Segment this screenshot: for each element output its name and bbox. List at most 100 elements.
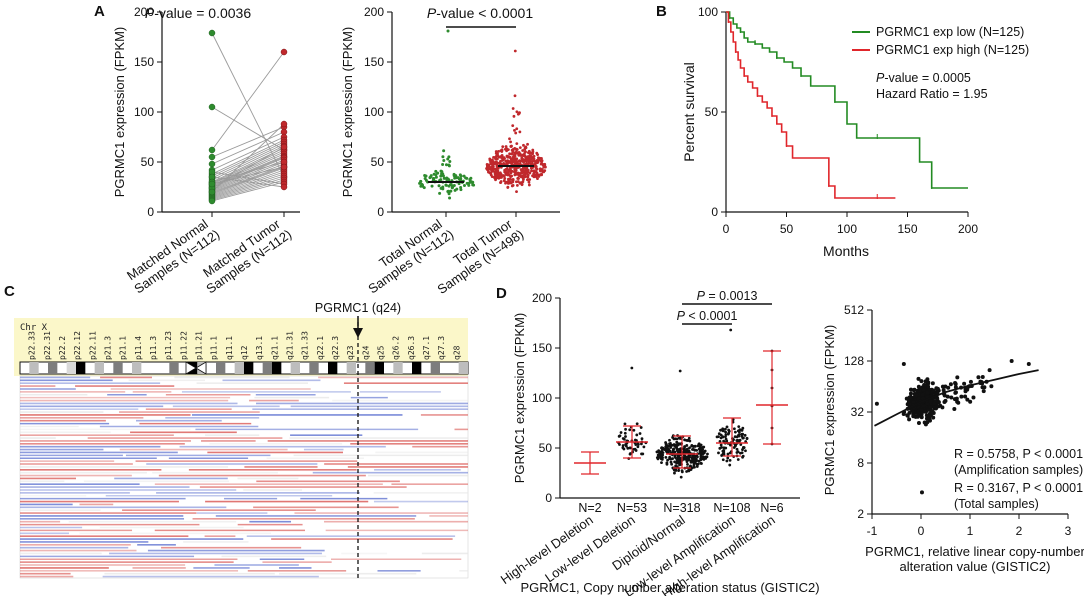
a2-point-1-326 [527, 183, 531, 187]
a2-point-1-413 [508, 152, 511, 156]
a2-point-0-67 [434, 175, 438, 179]
a1-pvalue-title: P-value = 0.0036 [145, 5, 251, 21]
c-band-label-22: q24 [361, 345, 370, 360]
d1-point-3-11 [743, 433, 747, 437]
a1-pair-line-23 [211, 169, 285, 196]
d2-point-306 [919, 415, 924, 420]
d1-point-3-92 [722, 450, 726, 454]
a2-pvalue-italic: P [427, 5, 437, 21]
a2-point-1-417 [510, 157, 513, 161]
a2-point-1-183 [504, 145, 508, 148]
d2-y-axis-label: PGRMC1 expression (FPKM) [822, 325, 837, 495]
a2-point-1-387 [498, 171, 502, 175]
a2-point-1-486 [534, 170, 538, 174]
d1-point-3-31 [726, 456, 730, 460]
b-legend-high: PGRMC1 exp high (N=125) [876, 43, 1029, 57]
c-band-label-3: p22.12 [73, 331, 82, 360]
d1-point-2-310 [685, 438, 688, 442]
a2-point-0-0 [446, 29, 450, 33]
c-heatmap-frame [19, 375, 469, 579]
d2-point-352 [971, 395, 976, 400]
d1-point-2-274 [670, 462, 674, 466]
d1-point-3-40 [725, 425, 729, 429]
d1-point-3-96 [721, 435, 725, 439]
a1-pair-line-17 [211, 159, 285, 190]
d2-point-173 [962, 381, 967, 386]
a2-point-1-395 [515, 183, 519, 187]
a2-ytick-label-0: 0 [377, 205, 384, 219]
a1-pair-line-6 [211, 139, 285, 175]
d1-point-3-105 [724, 437, 728, 441]
d2-point-410 [928, 399, 933, 404]
d1-point-2-304 [686, 457, 690, 461]
a2-point-0-100 [422, 186, 426, 190]
d2-point-351 [908, 395, 913, 400]
d1-point-2-130 [664, 442, 668, 446]
a2-point-1-214 [528, 178, 532, 181]
d1-point-2-276 [662, 447, 666, 451]
a2-point-1-482 [534, 167, 538, 170]
a2-point-0-93 [424, 174, 428, 178]
d1-point-3-97 [727, 429, 731, 433]
a2-point-1-490 [511, 180, 515, 184]
a2-point-0-105 [439, 186, 443, 190]
a2-point-1-343 [515, 127, 519, 131]
a2-point-1-184 [506, 148, 510, 152]
c-chromosome-label: Chr X [20, 323, 48, 333]
d1-point-3-66 [726, 432, 730, 436]
d1-point-2-295 [657, 455, 661, 459]
a2-point-1-396 [502, 174, 506, 178]
a2-point-0-110 [449, 183, 453, 187]
a2-point-1-492 [518, 174, 522, 178]
a2-ytick-label-2: 100 [364, 105, 384, 119]
panel-letter-c: C [4, 283, 15, 300]
a2-point-1-368 [506, 161, 510, 165]
a2-point-0-90 [452, 172, 456, 176]
a1-normal-point-35 [208, 180, 216, 188]
a2-point-0-83 [472, 183, 476, 187]
b-x-axis-label: Months [823, 243, 869, 259]
d2-point-325 [965, 387, 970, 392]
d2-stat-amp-line1: R = 0.5758, P < 0.0001 [954, 447, 1083, 461]
d2-point-277 [901, 412, 906, 417]
a2-point-1-488 [515, 148, 519, 151]
a2-point-1-403 [526, 178, 530, 182]
d1-bracket-label-text-1: = 0.0013 [705, 289, 758, 303]
a1-normal-point-4 [208, 160, 216, 168]
a2-point-1-355 [495, 170, 499, 174]
d2-point-417 [921, 403, 926, 408]
a2-point-1-487 [495, 173, 498, 177]
a1-normal-point-34 [208, 188, 216, 196]
d2-point-197 [949, 395, 954, 400]
d1-point-1-48 [624, 444, 628, 448]
d1-point-2-297 [703, 449, 707, 453]
c-band-label-2: p22.2 [58, 336, 67, 360]
d2-point-413 [940, 384, 945, 389]
c-band-label-6: p21.1 [119, 336, 128, 360]
d1-point-1-21 [642, 445, 646, 449]
d1-point-3-107 [723, 427, 727, 431]
d2-point-111 [919, 379, 924, 384]
a2-point-1-14 [509, 140, 512, 144]
d1-point-1-4 [623, 431, 627, 435]
d2-point-399 [931, 415, 936, 420]
a1-normal-point-29 [208, 197, 216, 205]
c-ideogram-band-8 [94, 362, 104, 374]
d2-point-138 [907, 417, 912, 422]
d1-point-1-39 [639, 426, 643, 429]
a2-point-1-475 [510, 144, 513, 148]
d1-point-2-244 [665, 445, 668, 449]
d1-point-3-95 [725, 459, 729, 463]
d1-point-1-31 [634, 449, 638, 452]
a2-point-0-103 [446, 177, 450, 181]
d2-point-319 [955, 399, 960, 404]
a2-point-1-474 [490, 161, 494, 165]
d2-point-394 [905, 413, 910, 418]
d1-ytick-label-2: 100 [532, 391, 552, 405]
d2-point-414 [921, 396, 926, 401]
a1-normal-point-2 [208, 146, 216, 154]
d1-point-2-80 [692, 463, 696, 467]
a2-point-1-260 [510, 174, 514, 178]
a2-point-1-280 [518, 162, 522, 166]
d1-point-2-165 [673, 450, 677, 454]
